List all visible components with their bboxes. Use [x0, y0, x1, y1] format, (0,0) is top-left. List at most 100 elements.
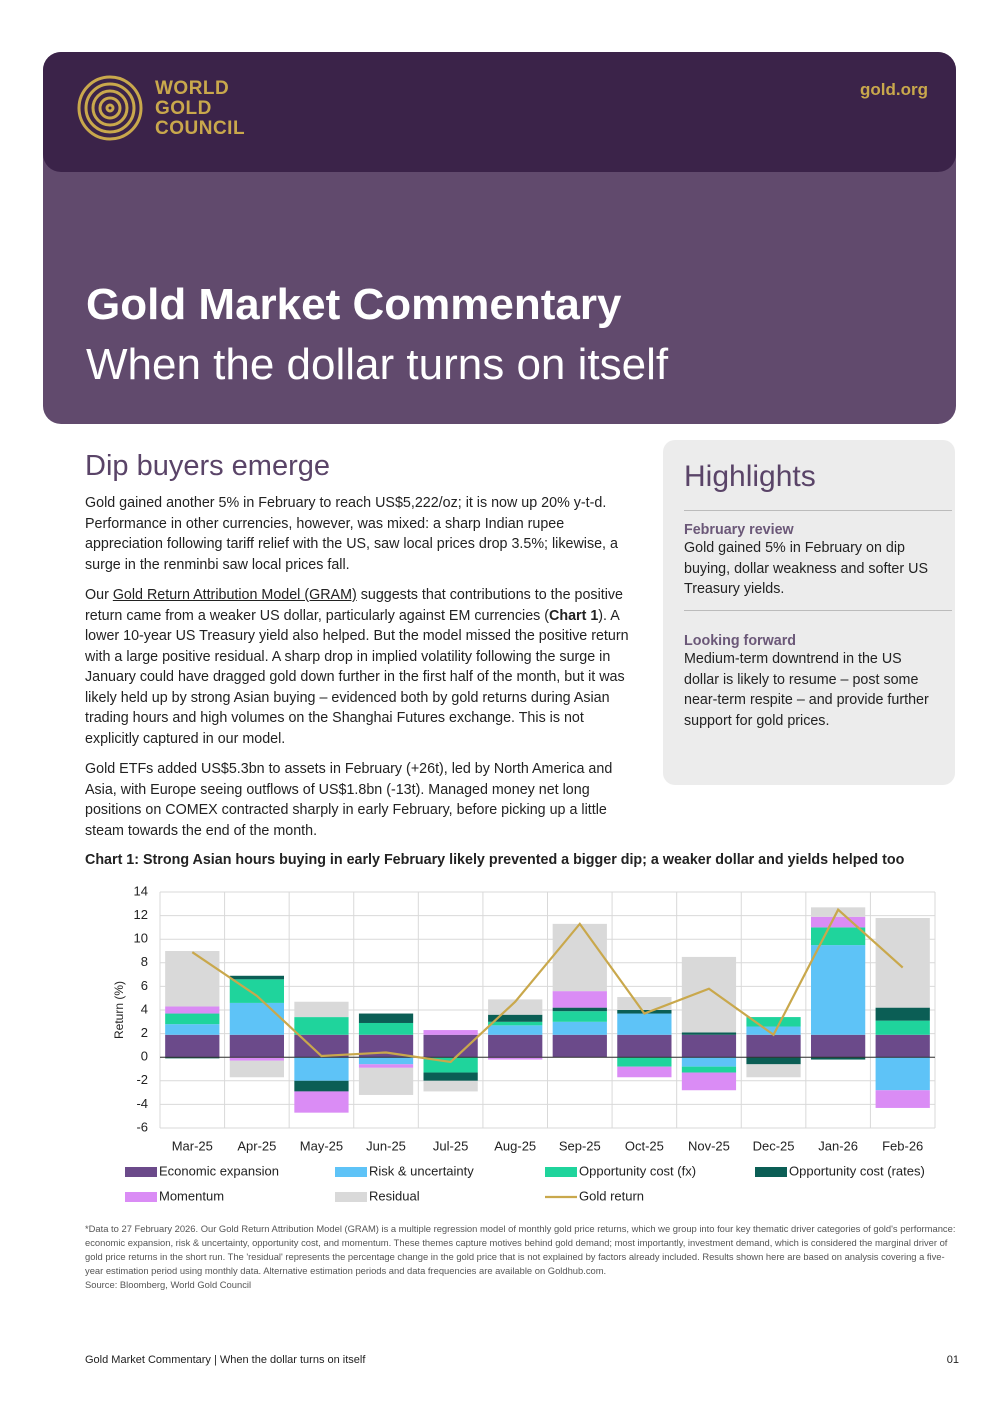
chart-title: Chart 1: Strong Asian hours buying in ea…: [85, 852, 905, 868]
highlights-title: Highlights: [684, 460, 816, 493]
bar-segment: [552, 923, 607, 992]
y-tick-label: 12: [134, 907, 148, 922]
x-tick-label: May-25: [300, 1138, 343, 1153]
x-tick-label: Jan-26: [818, 1138, 858, 1153]
header-band: WORLD GOLD COUNCIL gold.org: [43, 52, 956, 172]
x-tick-label: Dec-25: [753, 1138, 795, 1153]
bar-segment: [811, 916, 866, 928]
highlight-heading: February review: [684, 522, 794, 538]
bar-segment: [488, 1057, 543, 1060]
highlight-heading: Looking forward: [684, 633, 796, 649]
paragraph: Gold gained another 5% in February to re…: [85, 493, 635, 575]
highlight: February review Gold gained 5% in Februa…: [684, 522, 934, 600]
bar-segment: [229, 1057, 284, 1061]
bar-segment: [165, 1006, 220, 1014]
bar-segment: [681, 1066, 737, 1073]
bar-segment: [811, 1034, 866, 1058]
y-tick-label: 10: [134, 931, 148, 946]
x-tick-label: Nov-25: [688, 1138, 730, 1153]
bar-segment: [552, 1021, 607, 1035]
bar-segment: [423, 1080, 478, 1092]
rule: [684, 510, 952, 511]
bar-segment: [165, 1013, 220, 1025]
bar-segment: [229, 979, 284, 1003]
bar-segment: [423, 1030, 478, 1035]
bar-segment: [358, 1067, 414, 1095]
bar-segment: [358, 1064, 414, 1068]
text: Gold ETFs added US$5.3bn to assets in Fe…: [85, 761, 613, 839]
bar-segment: [488, 1021, 543, 1026]
bar-segment: [423, 1034, 478, 1058]
bar-segment: [617, 1057, 672, 1067]
bar-segment: [358, 1013, 414, 1023]
bar-segment: [294, 1034, 349, 1058]
y-tick-label: 4: [141, 1001, 148, 1016]
legend-swatch: [335, 1192, 367, 1202]
bar-segment: [811, 945, 866, 1035]
legend-swatch: [545, 1167, 577, 1177]
bar-segment: [165, 1057, 220, 1059]
legend-label: Economic expansion: [159, 1163, 279, 1178]
logo-line: WORLD: [155, 78, 230, 99]
bar-segment: [229, 1060, 284, 1078]
highlight-text: Medium-term downtrend in the US dollar i…: [684, 651, 929, 729]
bar-segment: [165, 1034, 220, 1058]
bar-segment: [875, 1034, 930, 1058]
bar-segment: [875, 1057, 930, 1091]
chart-ref: Chart 1: [549, 607, 599, 624]
bar-segment: [358, 1034, 414, 1058]
x-tick-label: Jun-25: [366, 1138, 406, 1153]
bar-segment: [681, 1057, 737, 1067]
bar-segment: [294, 1001, 349, 1018]
legend-label: Gold return: [579, 1188, 644, 1203]
y-axis-label: Return (%): [112, 981, 126, 1039]
bar-segment: [746, 1017, 801, 1027]
x-tick-label: Sep-25: [559, 1138, 601, 1153]
legend-swatch: [125, 1167, 157, 1177]
y-tick-label: -4: [136, 1096, 148, 1111]
text: suggests that contributions to the posit…: [85, 587, 623, 624]
logo-line: GOLD: [155, 98, 212, 119]
section-heading: Dip buyers emerge: [85, 450, 330, 482]
bar-segment: [875, 1090, 930, 1108]
bar-segment: [165, 951, 220, 1007]
x-tick-label: Mar-25: [172, 1138, 213, 1153]
bar-segment: [552, 1034, 607, 1058]
paragraph: Our Gold Return Attribution Model (GRAM)…: [85, 585, 635, 749]
bar-segment: [875, 1007, 930, 1021]
link[interactable]: Gold Return Attribution Model (GRAM): [112, 587, 357, 603]
legend-label: Opportunity cost (fx): [579, 1163, 696, 1178]
legend-label: Risk & uncertainty: [369, 1163, 474, 1178]
bar-segment: [746, 1034, 801, 1058]
legend-swatch: [335, 1167, 367, 1177]
legend-label: Momentum: [159, 1188, 224, 1203]
y-tick-label: 8: [141, 954, 148, 969]
bar-segment: [294, 1017, 349, 1035]
bar-segment: [229, 1002, 284, 1035]
y-tick-label: 0: [141, 1049, 148, 1064]
bar-segment: [617, 1066, 672, 1078]
bar-segment: [294, 1091, 349, 1113]
line: [191, 907, 904, 1064]
bar-segment: [617, 1034, 672, 1058]
x-tick-label: Apr-25: [237, 1138, 276, 1153]
bar-segment: [294, 1080, 349, 1092]
header-card: WORLD GOLD COUNCIL gold.org Gold Market …: [43, 52, 956, 424]
subtitle: When the dollar turns on itself: [86, 340, 669, 389]
bar-segment: [294, 1057, 349, 1081]
legend-label: Opportunity cost (rates): [789, 1163, 925, 1178]
bar-segment: [423, 1072, 478, 1081]
y-tick-label: -2: [136, 1072, 148, 1087]
bar-segment: [746, 1057, 801, 1065]
site-link[interactable]: gold.org: [860, 80, 928, 99]
bar-segment: [681, 1072, 737, 1091]
bar-segment: [617, 997, 672, 1010]
footnote: *Data to 27 February 2026. Our Gold Retu…: [85, 1222, 960, 1292]
bar-segment: [552, 1007, 607, 1012]
bar-segment: [681, 956, 737, 1033]
bar-segment: [358, 1057, 414, 1065]
footnote-text: *Data to 27 February 2026. Our Gold Retu…: [85, 1223, 956, 1276]
bar-segment: [488, 1034, 543, 1058]
bar-segment: [165, 1024, 220, 1035]
